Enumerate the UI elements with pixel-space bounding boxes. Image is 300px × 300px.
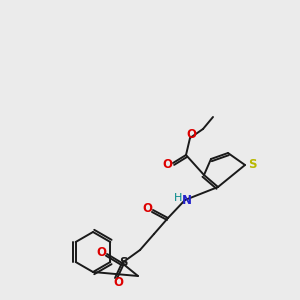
Text: N: N — [182, 194, 192, 206]
Text: O: O — [113, 277, 123, 290]
Text: O: O — [96, 247, 106, 260]
Text: S: S — [248, 158, 256, 172]
Text: O: O — [142, 202, 152, 215]
Text: H: H — [174, 193, 182, 203]
Text: O: O — [186, 128, 196, 142]
Text: O: O — [162, 158, 172, 170]
Text: S: S — [119, 256, 127, 269]
